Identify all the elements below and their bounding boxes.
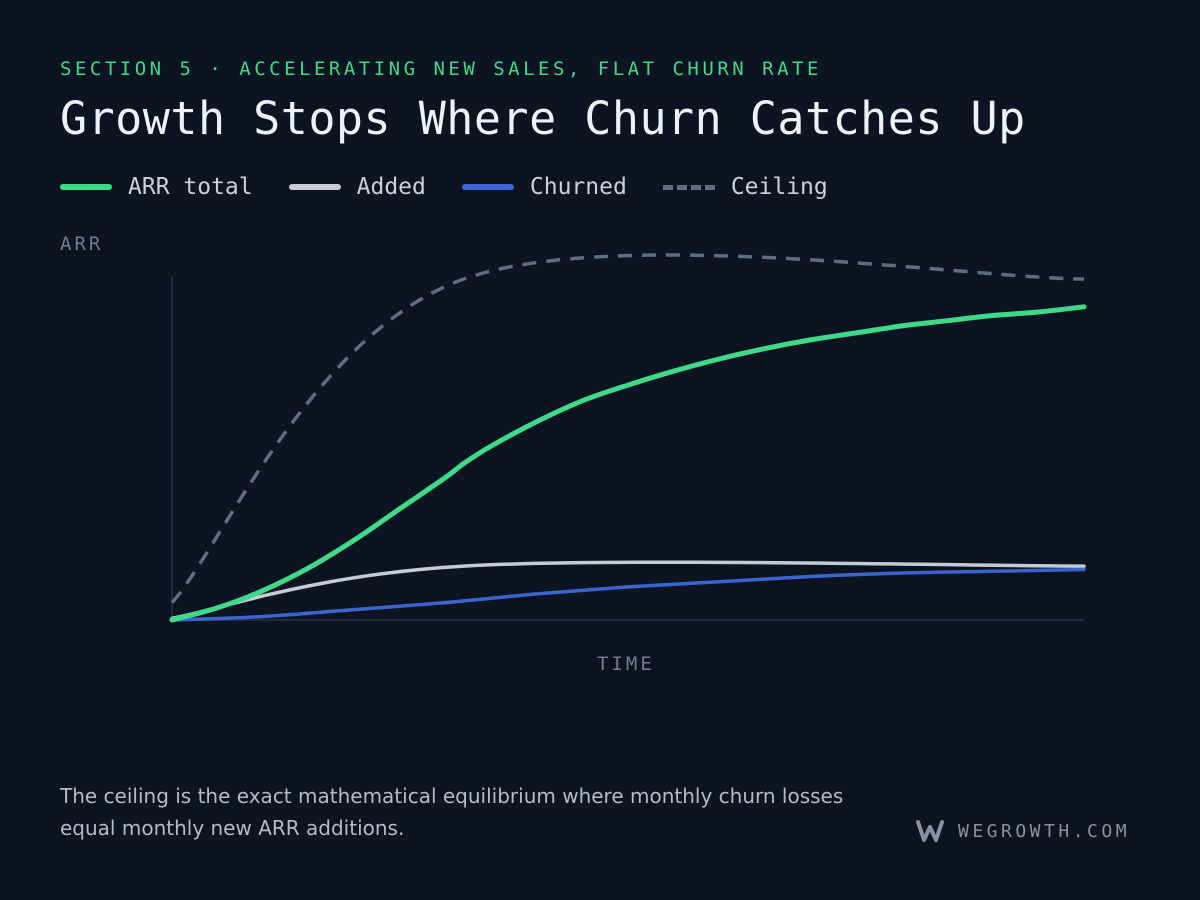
section-kicker: SECTION 5 · ACCELERATING NEW SALES, FLAT… [60,58,822,80]
brand: WEGROWTH.COM [916,818,1130,844]
chart-caption: The ceiling is the exact mathematical eq… [60,784,844,840]
legend-item-added: Added [288,174,426,200]
legend-label-ceiling: Ceiling [730,174,828,200]
legend-item-arr-total: ARR total [60,174,253,200]
legend-item-ceiling: Ceiling [662,174,828,200]
w-logo-icon [916,820,944,842]
chart-title: Growth Stops Where Churn Catches Up [60,92,1026,145]
series-line-ceiling [170,253,1085,604]
legend-swatch-ceiling [662,184,715,190]
y-axis-label: ARR [60,233,104,255]
legend-label-arr-total: ARR total [128,174,253,200]
legend-swatch-added [288,184,341,190]
legend-label-churned: Churned [529,174,627,200]
legend-label-added: Added [356,174,426,200]
series-line-arr-total [169,304,1087,623]
legend-swatch-churned [461,184,514,190]
brand-text: WEGROWTH.COM [958,820,1131,842]
legend-item-churned: Churned [461,174,627,200]
legend-swatch-arr-total [60,184,112,190]
series-line-churned [170,567,1086,622]
chart-legend: ARR total Added Churned Ceiling [60,172,864,202]
x-axis-label: TIME [597,653,655,675]
